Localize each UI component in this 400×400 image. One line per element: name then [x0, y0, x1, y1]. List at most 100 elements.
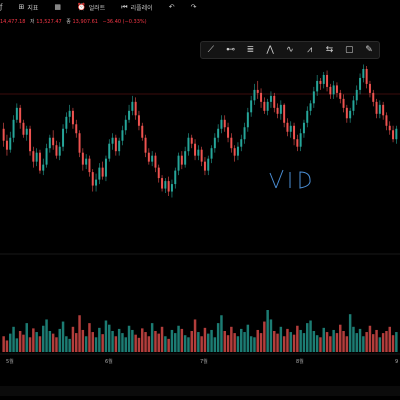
pattern-tool-icon[interactable]: ⋀ [266, 45, 274, 55]
candle-body [345, 107, 348, 119]
grid-icon: ▦ [54, 3, 62, 11]
volume-bar [296, 325, 299, 352]
layout-button[interactable]: ▦ [54, 3, 61, 11]
candle-body [98, 167, 101, 180]
candle-body [45, 148, 48, 165]
volume-bar [197, 332, 200, 352]
volume-bar [342, 331, 345, 352]
time-axis-label: 6월 [105, 358, 113, 365]
candle-body [19, 107, 22, 123]
candle-body [359, 77, 362, 90]
candle-body [88, 158, 91, 173]
alert-button[interactable]: ⏰ 얼러트 [77, 3, 105, 12]
volume-bar [5, 340, 9, 352]
candle-body [352, 100, 355, 111]
candle-body [48, 137, 51, 149]
wave-tool-icon[interactable]: ∿ [286, 45, 294, 55]
line-tool-icon[interactable]: ⟋ [207, 45, 215, 55]
volume-bar [213, 337, 217, 352]
volume-bar [358, 328, 362, 352]
volume-bar [292, 334, 296, 352]
volume-bar [319, 337, 322, 352]
open-value: 14,477.18 [0, 19, 26, 25]
volume-bar [339, 324, 342, 352]
volume-bar [61, 321, 65, 352]
volume-bar [127, 325, 131, 352]
candle-body [95, 179, 98, 186]
replay-label: 리플레이 [130, 4, 153, 12]
indicators-label: 지표 [27, 4, 39, 12]
candle-body [349, 110, 352, 119]
volume-bar [226, 335, 230, 352]
volume-bar [22, 334, 25, 352]
volume-bar [355, 333, 358, 352]
candle-body [75, 124, 78, 134]
candle-body [276, 107, 279, 114]
fib-tool-icon[interactable]: ≣ [246, 45, 255, 55]
volume-bar [45, 319, 48, 352]
volume-bar [322, 327, 325, 352]
indicators-button[interactable]: ⊞ 지표 [18, 3, 38, 12]
volume-bar [259, 333, 263, 352]
candle-body [236, 146, 239, 156]
volume-bar [375, 329, 378, 352]
candle-body [246, 112, 249, 128]
volume-bar [25, 323, 28, 352]
pencil-tool-icon[interactable]: ✎ [365, 45, 373, 55]
candle-body [187, 137, 190, 152]
candle-body [184, 151, 187, 165]
projection-tool-icon[interactable]: ⩘ [307, 45, 313, 55]
time-axis-label: 5월 [6, 358, 14, 365]
candle-body [332, 85, 335, 95]
candle-body [223, 119, 226, 128]
candle-body [365, 68, 368, 84]
candle-body [190, 137, 193, 144]
volume-bar [345, 336, 349, 352]
volume-bar [381, 333, 385, 352]
volume-bar [187, 337, 190, 352]
volume-bar [160, 326, 164, 352]
replay-button[interactable]: ⏮ 리플레이 [121, 3, 152, 12]
rect-tool-icon[interactable]: ▢ [344, 45, 354, 55]
candle-body [273, 95, 276, 108]
volume-bar [378, 337, 382, 352]
candle-body [128, 110, 131, 120]
brush-tool-icon[interactable]: ⇆ [325, 45, 334, 55]
candle-body [335, 85, 338, 93]
volume-bar [273, 331, 276, 352]
candle-body [207, 158, 210, 171]
volume-bar [81, 329, 85, 352]
volume-bar [289, 332, 292, 352]
candle-body [250, 100, 253, 113]
candle-body [78, 133, 81, 153]
volume-bar [348, 314, 352, 352]
candle-body [15, 107, 18, 120]
candle-body [319, 80, 322, 84]
candle-body [312, 91, 315, 104]
fx-button[interactable]: ƒ [0, 3, 2, 11]
candle-body [375, 101, 378, 114]
candle-body [141, 125, 144, 138]
volume-bar [111, 331, 114, 352]
candle-body [35, 152, 38, 162]
candle-body [42, 164, 45, 171]
undo-button[interactable]: ↶ [169, 3, 175, 11]
candle-body [101, 167, 104, 177]
volume-bar [117, 328, 121, 352]
volume-bar [385, 331, 388, 352]
volume-bar [329, 336, 332, 352]
redo-button[interactable]: ↷ [191, 3, 197, 11]
hline-tool-icon[interactable]: ⊷ [226, 45, 236, 55]
time-axis: 5월 6월 7월 8월 9 [6, 358, 398, 365]
candle-body [91, 172, 94, 186]
candle-body [326, 74, 329, 87]
candle-body [167, 181, 170, 192]
volume-bar [352, 326, 355, 352]
volume-bar [114, 336, 118, 352]
volume-bar [12, 326, 15, 352]
volume-bar [332, 329, 335, 352]
candle-body [266, 101, 269, 111]
bottom-scrollbar[interactable] [0, 386, 400, 396]
volume-bar [203, 327, 207, 352]
